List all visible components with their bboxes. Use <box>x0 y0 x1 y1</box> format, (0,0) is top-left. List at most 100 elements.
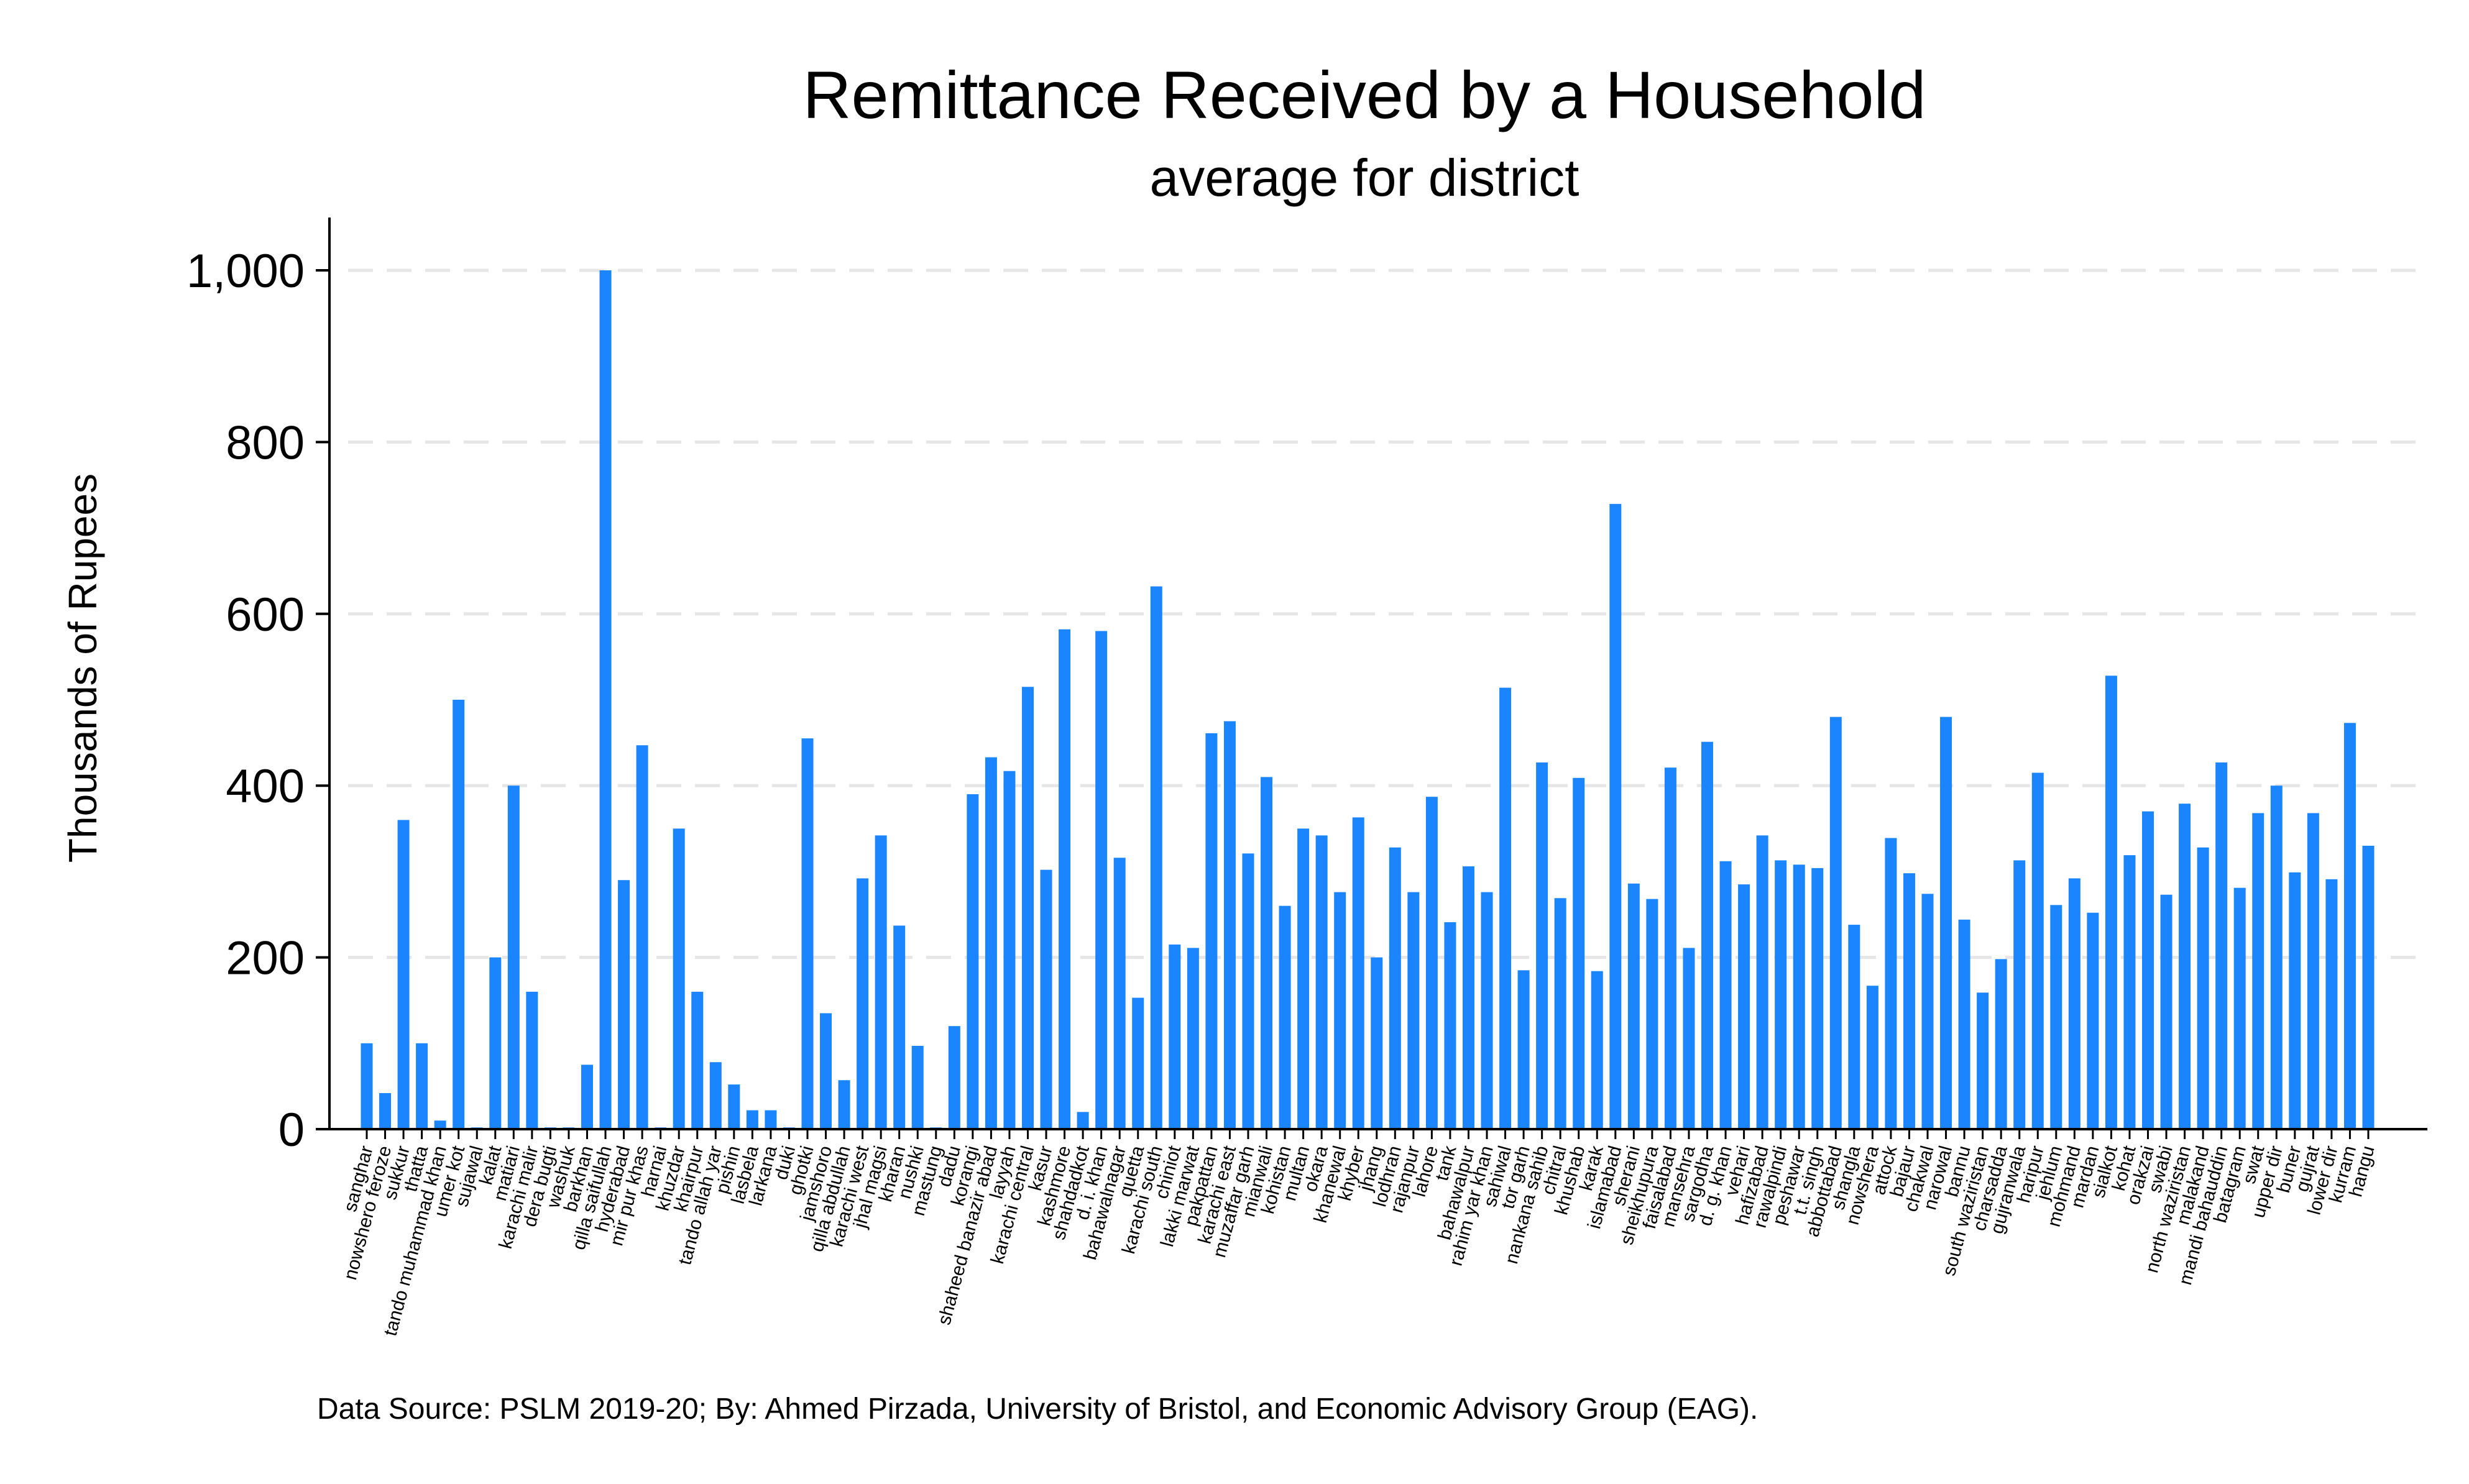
bar <box>857 878 869 1129</box>
bar <box>2252 813 2264 1129</box>
bar <box>1977 992 1989 1129</box>
bar <box>2179 804 2191 1129</box>
bar <box>2050 905 2062 1129</box>
bar <box>1371 957 1383 1129</box>
bar <box>581 1065 593 1129</box>
bar <box>2160 894 2172 1129</box>
bar <box>2123 855 2136 1129</box>
bar <box>709 1062 722 1129</box>
bar <box>2013 860 2026 1129</box>
y-tick-label: 600 <box>226 589 305 641</box>
bar <box>2289 872 2301 1129</box>
bar <box>2142 811 2154 1129</box>
bar <box>1811 868 1824 1129</box>
bar <box>1573 777 1585 1129</box>
bar <box>1517 970 1530 1129</box>
bars <box>361 270 2375 1129</box>
bar <box>728 1084 740 1129</box>
bar <box>985 757 997 1129</box>
bar <box>1389 847 1401 1129</box>
bar <box>1040 869 1052 1129</box>
bar <box>636 745 648 1129</box>
bar <box>2362 845 2375 1129</box>
bar <box>599 270 612 1129</box>
bar <box>1701 741 1714 1129</box>
y-tick-label: 200 <box>226 932 305 985</box>
bar <box>1223 721 1236 1129</box>
bar <box>379 1092 392 1129</box>
bar <box>489 957 502 1129</box>
bar <box>1499 687 1512 1129</box>
y-tick-label: 400 <box>226 760 305 813</box>
bar <box>1113 858 1126 1129</box>
bar <box>1352 817 1364 1129</box>
bar <box>1462 866 1474 1129</box>
bar <box>1095 631 1108 1129</box>
bar <box>1591 971 1603 1129</box>
bar <box>1609 503 1622 1129</box>
y-ticks: 0 200 400 600 800 1,000 <box>186 245 329 1157</box>
bar <box>820 1013 832 1129</box>
bar <box>1958 919 1970 1129</box>
bar <box>2087 912 2099 1129</box>
bar <box>1425 797 1438 1129</box>
bar <box>1077 1112 1089 1129</box>
bar <box>1627 883 1640 1129</box>
bar <box>1169 944 1181 1129</box>
bar <box>1003 771 1016 1129</box>
bar <box>2068 878 2080 1129</box>
bar <box>1848 925 1860 1129</box>
bar <box>1187 948 1199 1129</box>
bar <box>1021 687 1034 1129</box>
bar <box>1683 948 1695 1129</box>
bar <box>1279 905 1291 1129</box>
bar <box>1536 762 1548 1129</box>
bar <box>2325 879 2338 1129</box>
bar <box>2105 676 2117 1129</box>
bar <box>2031 772 2044 1129</box>
bar <box>765 1110 777 1129</box>
bar <box>507 786 520 1129</box>
bar <box>875 835 887 1129</box>
bar <box>2233 887 2246 1129</box>
bar <box>893 925 906 1129</box>
bar <box>397 820 410 1129</box>
bar <box>1793 864 1805 1129</box>
bar <box>911 1045 924 1129</box>
bar <box>1646 899 1658 1129</box>
bar <box>526 991 538 1129</box>
bar <box>948 1026 960 1129</box>
bar <box>2197 847 2209 1129</box>
bar <box>838 1080 850 1129</box>
chart-subtitle: average for district <box>1150 149 1579 207</box>
bar <box>1150 586 1162 1129</box>
bar <box>1903 873 1915 1129</box>
bar <box>453 700 465 1129</box>
bar <box>2307 813 2319 1129</box>
bar <box>746 1110 758 1129</box>
bar <box>1242 853 1254 1129</box>
y-tick-label: 800 <box>226 416 305 469</box>
bar <box>1297 828 1310 1129</box>
bar <box>967 794 979 1129</box>
bar <box>1775 860 1787 1129</box>
bar <box>1481 892 1493 1129</box>
bar <box>1995 959 2007 1129</box>
bar <box>1738 884 1750 1129</box>
bar <box>361 1043 373 1129</box>
bar <box>1132 997 1144 1129</box>
bar <box>1205 733 1218 1129</box>
bar <box>1940 717 1952 1129</box>
bar <box>1829 717 1842 1129</box>
bar <box>2270 786 2283 1129</box>
bar <box>1444 922 1456 1129</box>
bar <box>434 1120 446 1129</box>
y-axis-label: Thousands of Rupees <box>60 474 105 863</box>
bar <box>1407 892 1420 1129</box>
y-tick-label: 1,000 <box>186 245 305 298</box>
chart-title: Remittance Received by a Household <box>803 57 1926 132</box>
bar <box>416 1043 428 1129</box>
bar <box>1261 777 1273 1129</box>
bar <box>1719 861 1732 1129</box>
